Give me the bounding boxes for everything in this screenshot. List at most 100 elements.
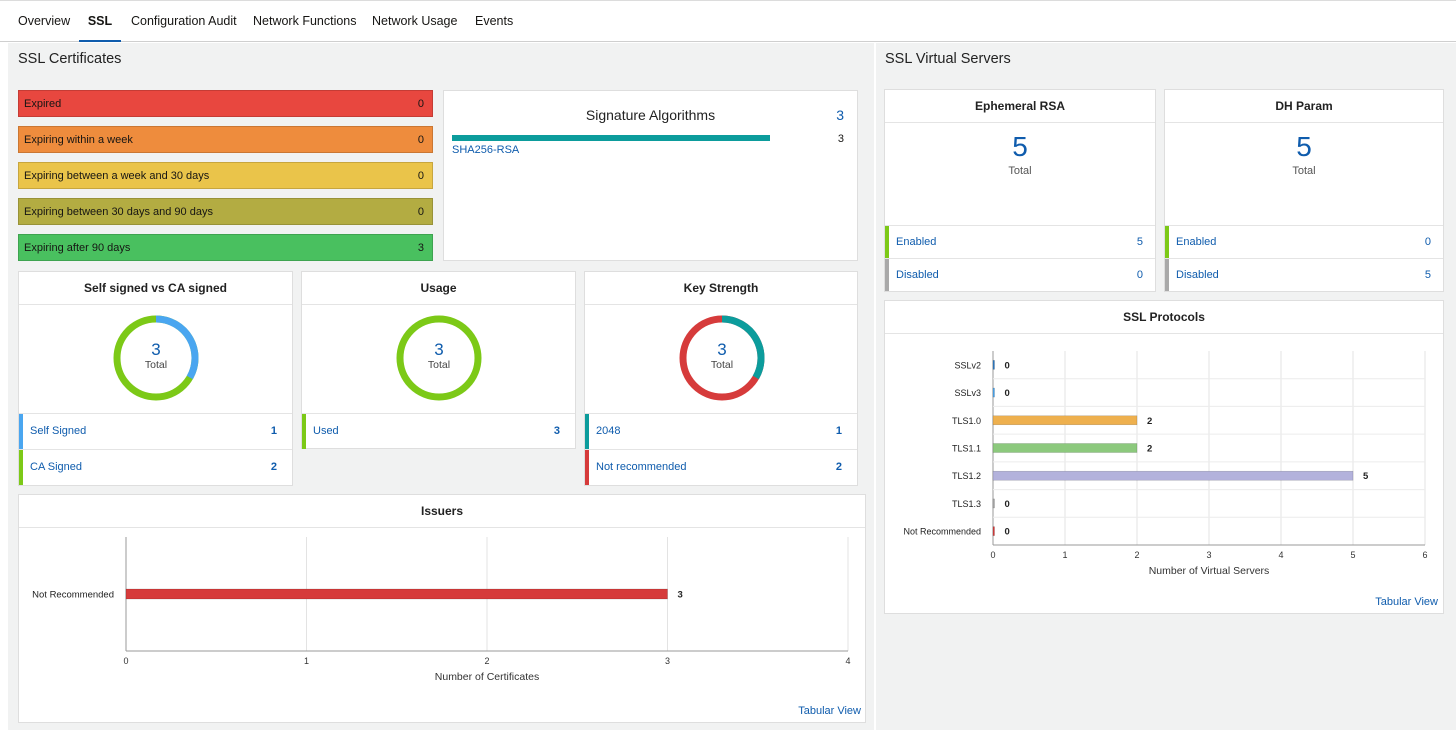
bar	[992, 443, 1138, 453]
expiry-within-week[interactable]: Expiring within a week 0	[18, 126, 433, 153]
legend-label: Enabled	[896, 236, 937, 248]
x-tick-label: 0	[123, 656, 128, 666]
legend-color-bar	[19, 450, 23, 485]
data-label: 0	[1005, 499, 1010, 510]
y-tick-label: TLS1.1	[952, 444, 981, 454]
legend-value: 1	[270, 425, 277, 437]
expiry-value: 0	[417, 134, 424, 146]
signature-algorithms-card: Signature Algorithms 3 3 SHA256-RSA	[443, 90, 858, 261]
legend-label: 2048	[596, 425, 621, 437]
data-label: 0	[1005, 388, 1010, 399]
y-tick-label: TLS1.2	[952, 471, 981, 481]
issuers-tabular-view-link[interactable]: Tabular View	[798, 705, 861, 717]
ssl-protocols-tabular-view-link[interactable]: Tabular View	[1375, 596, 1438, 608]
x-tick-label: 5	[1350, 550, 1355, 560]
ephemeral-rsa-disabled[interactable]: Disabled 0	[885, 258, 1155, 291]
x-tick-label: 3	[1206, 550, 1211, 560]
legend-label: Not recommended	[596, 461, 687, 473]
expiry-label: Expiring between 30 days and 90 days	[24, 206, 213, 218]
sha256-rsa-bar	[452, 135, 770, 141]
donut-segment-2048[interactable]	[721, 315, 765, 380]
tab-ssl[interactable]: SSL	[79, 1, 121, 42]
x-tick-label: 1	[304, 656, 309, 666]
legend-color-bar	[302, 414, 306, 449]
usage-total: 3	[434, 340, 444, 359]
tab-network-usage[interactable]: Network Usage	[372, 14, 458, 28]
usage-center: 3 Total	[395, 340, 483, 372]
tab-events[interactable]: Events	[475, 14, 514, 28]
key-strength-title: Key Strength	[585, 272, 857, 305]
legend-value: 5	[1136, 236, 1143, 248]
legend-color-bar	[585, 414, 589, 449]
ephemeral-rsa-title: Ephemeral RSA	[885, 90, 1155, 123]
legend-used[interactable]: Used 3	[302, 413, 575, 449]
ephemeral-rsa-enabled[interactable]: Enabled 5	[885, 225, 1155, 258]
dh-param-title: DH Param	[1165, 90, 1443, 123]
y-tick-label: SSLv2	[954, 360, 981, 370]
dh-param-total-label: Total	[1292, 165, 1316, 177]
legend-color-bar	[885, 226, 889, 258]
expiry-value: 0	[417, 206, 424, 218]
usage-title: Usage	[302, 272, 575, 305]
legend-label: Enabled	[1176, 236, 1217, 248]
x-tick-label: 6	[1422, 550, 1427, 560]
bar	[992, 498, 995, 509]
donut-segment-self-signed[interactable]	[155, 315, 199, 380]
legend-color-bar	[19, 414, 23, 449]
expiry-week-to-30-days[interactable]: Expiring between a week and 30 days 0	[18, 162, 433, 189]
bar	[992, 387, 995, 398]
self-vs-ca-donut[interactable]	[112, 314, 200, 402]
x-tick-label: 2	[484, 656, 489, 666]
legend-label: CA Signed	[30, 461, 82, 473]
expiry-30-to-90-days[interactable]: Expiring between 30 days and 90 days 0	[18, 198, 433, 225]
data-label: 3	[678, 590, 683, 601]
tab-configuration-audit[interactable]: Configuration Audit	[131, 14, 237, 28]
x-tick-label: 0	[990, 550, 995, 560]
legend-not-recommended[interactable]: Not recommended 2	[585, 449, 857, 485]
ephemeral-rsa-total-label: Total	[1008, 165, 1032, 177]
key-strength-center: 3 Total	[678, 340, 766, 372]
expiry-label: Expiring between a week and 30 days	[24, 170, 210, 182]
legend-self-signed[interactable]: Self Signed 1	[19, 413, 292, 449]
legend-2048[interactable]: 2048 1	[585, 413, 857, 449]
legend-color-bar	[885, 259, 889, 291]
issuers-card: Issuers 0 1 2 3 4 Not Recommended 3 Number of C…	[18, 494, 866, 723]
data-label: 2	[1147, 444, 1152, 455]
sha256-rsa-link[interactable]: SHA256-RSA	[452, 144, 520, 156]
ephemeral-rsa-card: Ephemeral RSA 5 Total Enabled 5 Disabled…	[884, 89, 1156, 292]
data-label: 0	[1005, 527, 1010, 538]
key-strength-total: 3	[717, 340, 727, 359]
expiry-value: 3	[417, 242, 424, 254]
bar	[992, 470, 1354, 481]
self-vs-ca-center: 3 Total	[112, 341, 200, 372]
ssl-protocols-card: SSL Protocols 0 1 2 3 4 5 6 SSLv2 0 SSLv3 0 TLS1.0 2…	[884, 300, 1444, 614]
bar	[992, 360, 995, 370]
signature-algorithms-count[interactable]: 3	[836, 107, 844, 123]
tab-network-functions[interactable]: Network Functions	[253, 14, 357, 28]
expiry-expired[interactable]: Expired 0	[18, 90, 433, 117]
data-label: 5	[1363, 471, 1369, 482]
dh-param-disabled[interactable]: Disabled 5	[1165, 258, 1443, 291]
expiry-label: Expired	[24, 98, 62, 110]
expiry-after-90-days[interactable]: Expiring after 90 days 3	[18, 234, 433, 261]
key-strength-card: Key Strength 3 Total 2048 1 Not recommen…	[584, 271, 858, 486]
donut-segment-used[interactable]	[396, 315, 482, 401]
expiry-value: 0	[417, 170, 424, 182]
legend-ca-signed[interactable]: CA Signed 2	[19, 449, 292, 485]
tab-bar: Overview SSL Configuration Audit Network…	[0, 0, 1456, 42]
x-axis-label: Number of Virtual Servers	[1149, 565, 1270, 577]
tab-overview[interactable]: Overview	[18, 14, 71, 28]
bar	[125, 588, 668, 600]
expiry-label: Expiring after 90 days	[24, 242, 131, 254]
x-tick-label: 3	[665, 656, 670, 666]
x-tick-label: 4	[845, 656, 850, 666]
expiry-label: Expiring within a week	[24, 134, 133, 146]
y-tick-label: SSLv3	[954, 388, 981, 398]
dh-param-enabled[interactable]: Enabled 0	[1165, 225, 1443, 258]
data-label: 2	[1147, 416, 1152, 427]
y-tick-label: TLS1.0	[952, 416, 981, 426]
key-strength-donut[interactable]	[678, 314, 766, 402]
ssl-virtual-servers-title: SSL Virtual Servers	[885, 51, 1011, 67]
usage-donut[interactable]	[395, 314, 483, 402]
signature-algorithms-title: Signature Algorithms	[585, 107, 716, 123]
